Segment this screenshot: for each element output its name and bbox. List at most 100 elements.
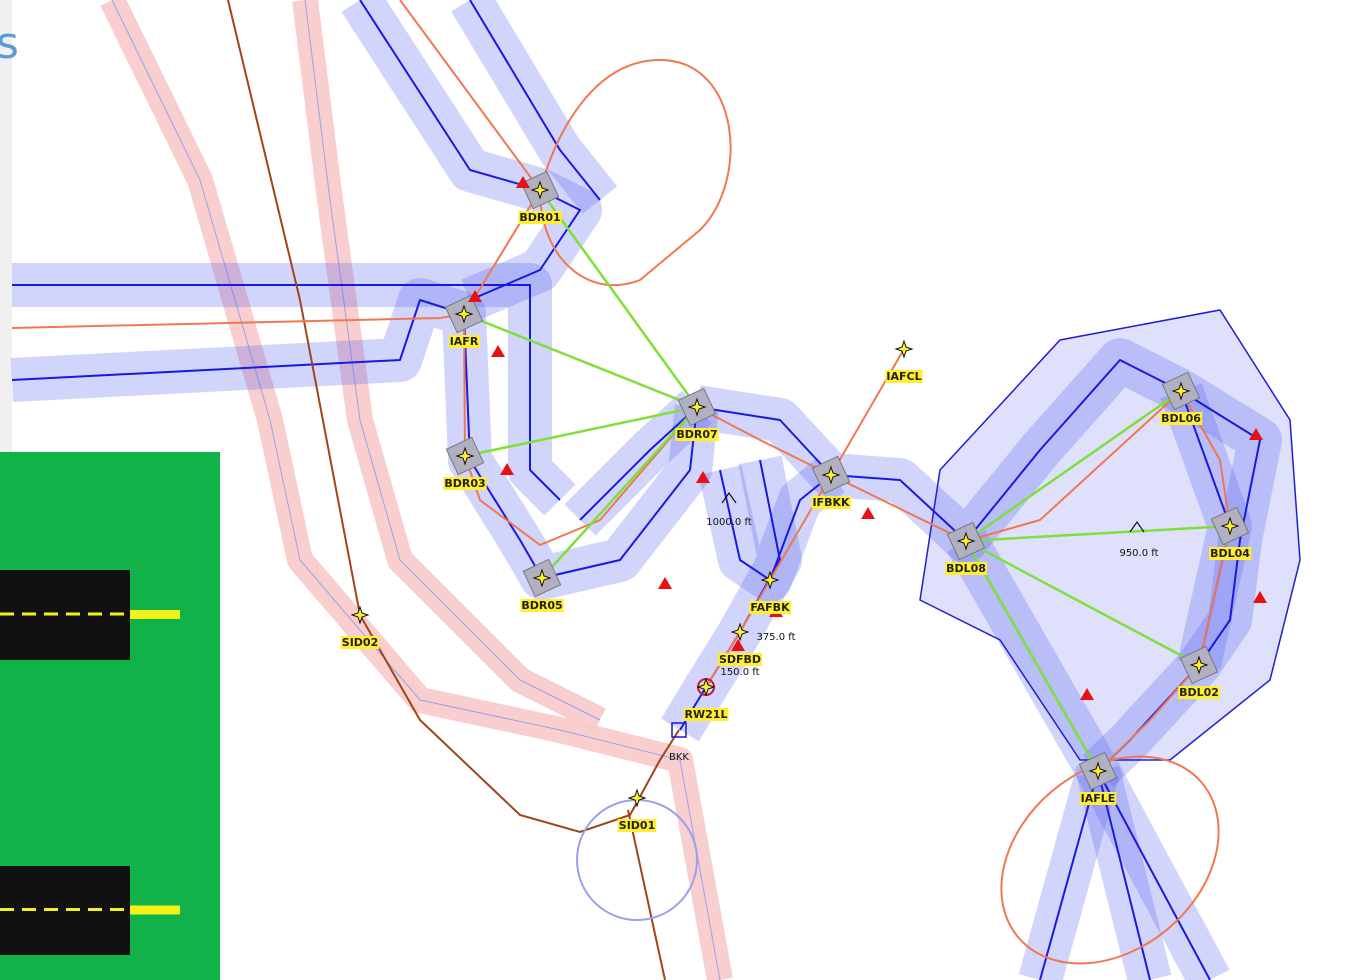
navaid-label: BKK: [669, 752, 689, 763]
approach-track: [463, 313, 1232, 772]
departure-track: [627, 809, 666, 980]
connector: [463, 312, 698, 409]
waypoint-symbol: [1088, 761, 1108, 781]
inset-centerline: [130, 610, 180, 619]
inset-runway: [0, 866, 130, 955]
waypoint-label: BDL02: [1179, 686, 1219, 699]
altitude-label: 1000.0 ft: [706, 517, 752, 528]
waypoint-label-bg: [1079, 792, 1117, 805]
waypoint-label: BDR01: [519, 211, 560, 224]
waypoint-label: IAFR: [450, 335, 479, 348]
waypoint-label: BDR05: [521, 599, 562, 612]
corridor-centerline: [1039, 770, 1099, 980]
navaid-box: [671, 722, 687, 738]
connector: [541, 406, 698, 579]
waypoint-symbol: [627, 788, 647, 808]
waypoint-label-bg: [448, 335, 480, 348]
waypoint-label-bg: [443, 477, 487, 490]
connector: [964, 540, 1100, 772]
waypoint-label-bg: [945, 562, 987, 575]
waypoint-label-bg: [683, 708, 729, 721]
waypoint-symbol: [760, 570, 780, 590]
waypoint-label: IFBKK: [812, 496, 850, 509]
waypoint-symbol: [821, 465, 841, 485]
side-strip: [0, 0, 12, 452]
connector: [965, 524, 1231, 543]
corridor-centerline: [579, 406, 698, 521]
waypoint-label: SID02: [342, 636, 378, 649]
pink-edge: [304, 0, 601, 721]
waypoint-label-bg: [749, 601, 792, 614]
waypoint-label: RW21L: [685, 708, 728, 721]
holding-pattern: [539, 58, 732, 286]
connector: [464, 405, 698, 458]
waypoint-symbol: [956, 531, 976, 551]
waypoint-symbol: [455, 446, 475, 466]
obstacle: [1253, 591, 1267, 603]
waypoint-symbol: [1189, 655, 1209, 675]
spot-height: [721, 491, 737, 504]
obstacle: [500, 463, 514, 475]
connector: [538, 189, 699, 408]
waypoint-label: SDFBD: [719, 653, 761, 666]
waypoint-label-bg: [885, 370, 923, 383]
corridor-centerline: [1097, 770, 1211, 980]
waypoint-label-bg: [717, 653, 763, 666]
waypoint-label-bg: [617, 819, 657, 832]
waypoint-symbol: [530, 180, 550, 200]
waypoint-label-bg: [520, 599, 564, 612]
layers: BDR01 IAFR BDR03 BDR05 BDR07 IFBKK IAFCL BDL06 B…: [0, 0, 1301, 980]
obstacle: [516, 176, 530, 188]
waypoint-label: SID01: [619, 819, 655, 832]
waypoint-label: IAFCL: [886, 370, 921, 383]
connector: [965, 539, 1200, 667]
waypoint-label: FAFBK: [750, 601, 790, 614]
waypoint-label: BDR03: [444, 477, 485, 490]
holding-pattern: [1000, 755, 1220, 965]
corner-text: s: [0, 18, 19, 69]
waypoint-symbol: [1171, 381, 1191, 401]
corridor-centerline: [11, 299, 698, 579]
obstacle: [658, 577, 672, 589]
obstacle: [1249, 428, 1263, 440]
altitude-label: 375.0 ft: [756, 632, 795, 643]
waypoint-label: IAFLE: [1081, 792, 1116, 805]
spot-height: [1129, 520, 1145, 533]
altitude-label: 150.0 ft: [720, 667, 759, 678]
waypoint-symbol: [730, 622, 750, 642]
connector: [965, 389, 1182, 543]
waypoint-label-bg: [1209, 547, 1252, 560]
obstacle: [861, 507, 875, 519]
altitude-label: 950.0 ft: [1119, 548, 1158, 559]
waypoint-label-bg: [518, 211, 562, 224]
waypoint-symbol: [1220, 516, 1240, 536]
waypoint-label-bg: [340, 636, 380, 649]
inset-centerline: [130, 905, 180, 915]
waypoint-symbol: [454, 304, 474, 324]
obstacle: [468, 290, 482, 302]
waypoint-label-bg: [811, 496, 851, 509]
corridor-centerline: [1097, 770, 1151, 980]
waypoint-label-bg: [1160, 412, 1203, 425]
corridor-centerline: [12, 284, 561, 501]
obstacle: [491, 345, 505, 357]
waypoint-symbol: [687, 397, 707, 417]
inset-runway: [0, 570, 130, 660]
waypoint-label: BDL06: [1161, 412, 1201, 425]
departure-track: [227, 0, 680, 834]
waypoint-label: BDR07: [676, 428, 717, 441]
waypoint-symbol: [696, 677, 716, 697]
waypoint-symbol: [532, 568, 552, 588]
waypoint-label: BDL08: [946, 562, 986, 575]
waypoint-symbol: [350, 605, 370, 625]
waypoint-label-bg: [675, 428, 719, 441]
waypoint-label-bg: [1178, 686, 1220, 699]
corridor-centerline: [469, 0, 601, 201]
corridor-centerline: [359, 0, 581, 301]
obstacle: [696, 471, 710, 483]
waypoint-label: BDL04: [1210, 547, 1250, 560]
obstacle: [1080, 688, 1094, 700]
pink-edge: [111, 0, 721, 980]
